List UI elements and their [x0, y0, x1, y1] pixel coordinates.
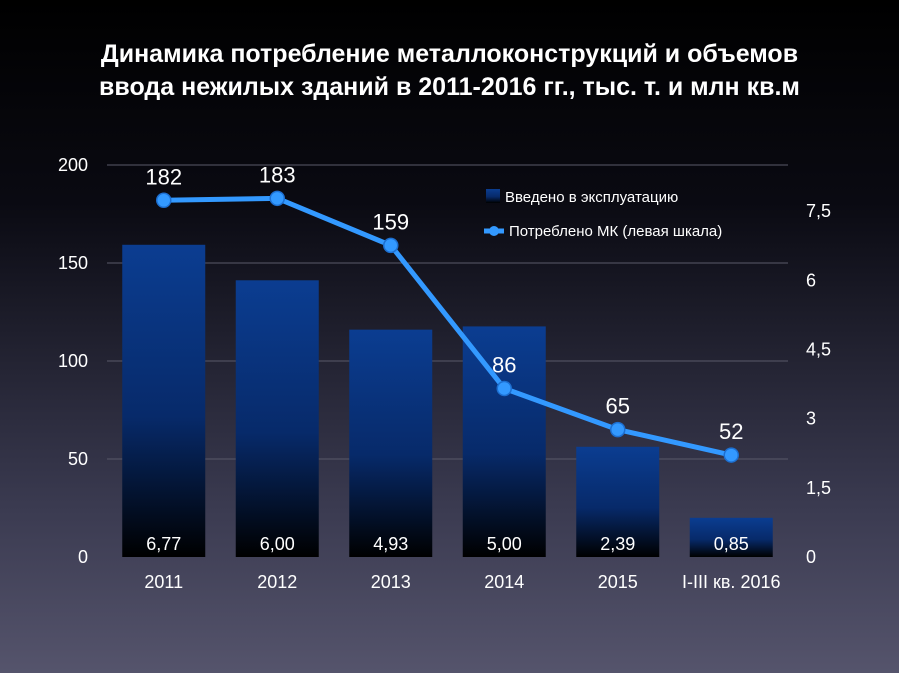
- chart-title-line-1: Динамика потребление металлоконструкций …: [100, 40, 799, 68]
- bar: [462, 326, 546, 557]
- left-axis-tick-label: 50: [68, 449, 88, 469]
- chart-title: Динамика потребление металлоконструкций …: [0, 38, 899, 104]
- legend-line-label: Потреблено МК (левая шкала): [509, 223, 722, 240]
- bar: [349, 329, 433, 557]
- x-axis-tick-label: 2014: [484, 572, 524, 592]
- bar-data-label: 2,39: [600, 534, 635, 554]
- legend-line-marker: [489, 226, 499, 236]
- line-data-label: 65: [606, 394, 630, 419]
- bar-data-label: 0,85: [714, 534, 749, 554]
- right-axis-tick-label: 3: [806, 409, 816, 429]
- line-data-label: 52: [719, 419, 743, 444]
- legend-bar-label: Введено в эксплуатацию: [505, 189, 678, 206]
- left-axis-tick-label: 150: [58, 253, 88, 273]
- x-axis-tick-label: 2015: [598, 572, 638, 592]
- bar: [235, 280, 319, 557]
- line-point: [156, 192, 172, 209]
- chart-title-line-2: ввода нежилых зданий в 2011-2016 гг., ты…: [99, 73, 800, 101]
- line-point: [269, 190, 285, 207]
- line-path: [163, 195, 732, 458]
- line-data-label: 183: [259, 162, 296, 187]
- axes: 0 50 100 150 200 0 1,5 3 4,5 6 7,5 2011 2012 2013 2014…: [58, 155, 831, 592]
- right-axis-tick-label: 0: [806, 547, 816, 567]
- line-point: [496, 380, 512, 397]
- gridlines: [107, 164, 788, 460]
- x-axis-tick-label: 2013: [371, 572, 411, 592]
- left-axis-tick-label: 100: [58, 351, 88, 371]
- line-data-label: 86: [492, 352, 516, 377]
- line-point: [383, 237, 399, 254]
- legend-bar-swatch: [486, 189, 500, 203]
- right-axis-tick-label: 1,5: [806, 478, 831, 498]
- bar: [122, 244, 206, 558]
- line-series: [156, 190, 739, 463]
- bar-data-label: 4,93: [373, 534, 408, 554]
- x-axis-tick-label: 2012: [257, 572, 297, 592]
- line-point: [723, 447, 739, 463]
- left-axis-tick-label: 200: [58, 155, 88, 175]
- right-axis-tick-label: 4,5: [806, 339, 831, 359]
- left-axis-tick-label: 0: [78, 547, 88, 567]
- x-axis-tick-label: I-III кв. 2016: [682, 572, 780, 592]
- bar: [576, 446, 660, 557]
- bar-data-labels: 6,77 6,00 4,93 5,00 2,39 0,85: [146, 534, 749, 554]
- bar-data-label: 5,00: [487, 534, 522, 554]
- right-axis-tick-label: 6: [806, 270, 816, 290]
- line-data-label: 159: [372, 209, 409, 234]
- right-axis-tick-label: 7,5: [806, 201, 831, 221]
- line-data-labels: 182 183 159 86 65 52: [145, 162, 743, 444]
- bar-data-label: 6,00: [260, 534, 295, 554]
- bar-data-label: 6,77: [146, 534, 181, 554]
- line-data-label: 182: [145, 164, 182, 189]
- bar: [689, 517, 773, 557]
- x-axis-tick-label: 2011: [144, 572, 183, 592]
- legend: Введено в эксплуатацию Потреблено МК (ле…: [484, 189, 722, 240]
- bars: [122, 244, 773, 558]
- line-point: [610, 421, 626, 438]
